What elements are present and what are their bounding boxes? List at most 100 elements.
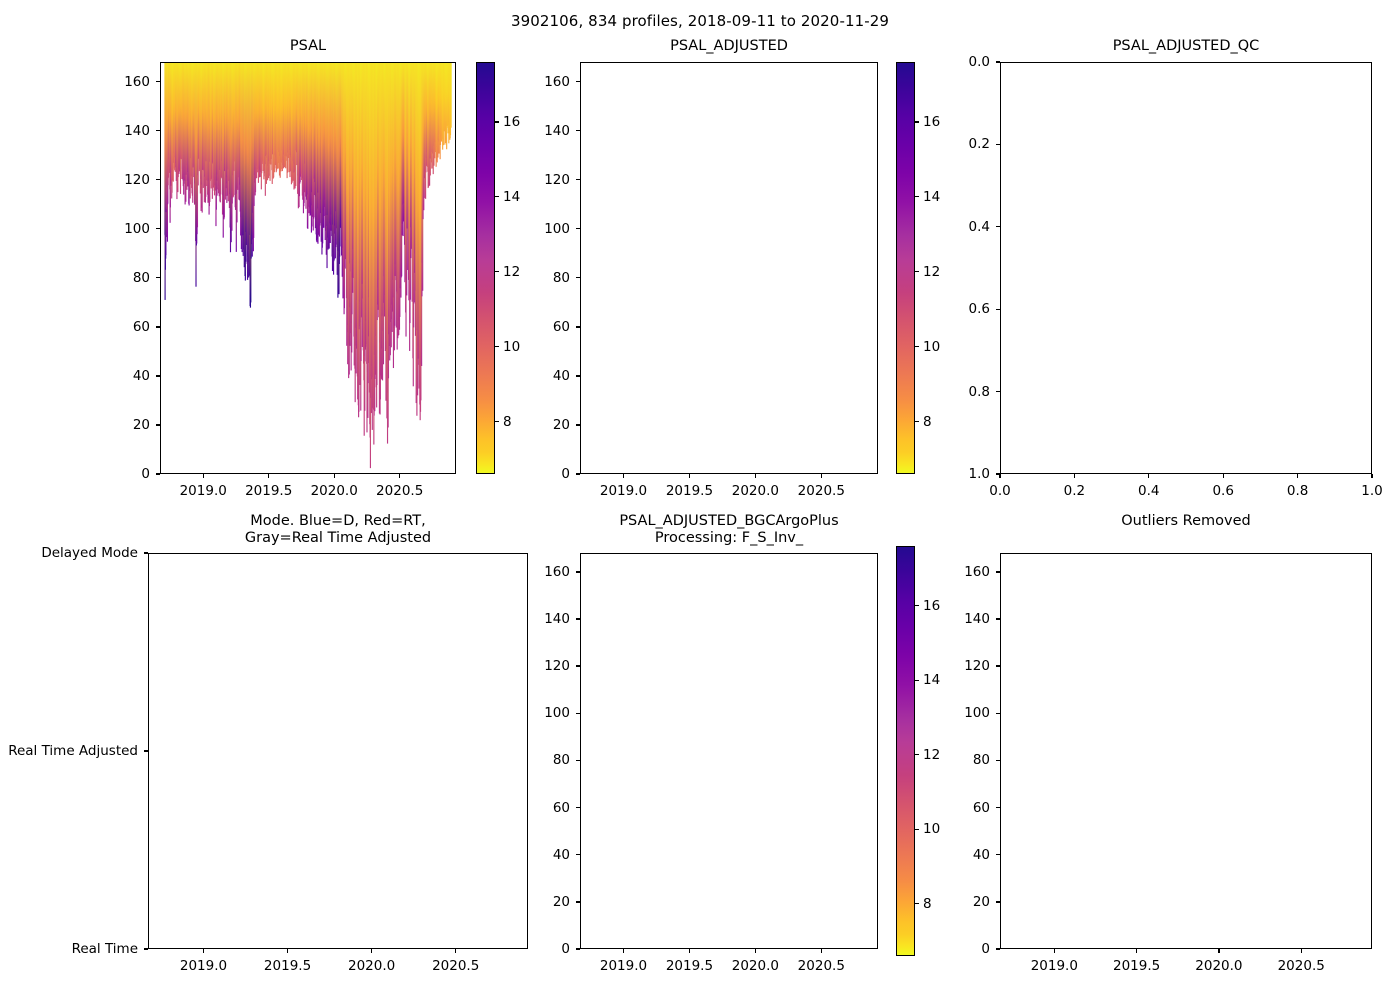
axis-ytick-label: 160 xyxy=(544,73,570,90)
axis-xtick-label: 2020.0 xyxy=(348,958,396,974)
axis-xtick-label: 2019.0 xyxy=(599,483,648,499)
axis-xtick-label: 2019.0 xyxy=(179,483,227,499)
colorbar-tick xyxy=(915,420,919,423)
axis-ytick xyxy=(576,277,580,279)
axis-ytick xyxy=(156,228,160,230)
panel-psal-adjusted xyxy=(580,62,878,474)
axis-ytick-label: 160 xyxy=(124,73,150,90)
axis-xtick-label: 2019.5 xyxy=(263,958,312,974)
axis-ytick-label: 0 xyxy=(981,941,990,957)
axis-ytick xyxy=(996,226,1000,228)
colorbar-tick xyxy=(915,679,919,681)
axis-ytick xyxy=(996,390,1000,393)
panel-title-psal: PSAL xyxy=(289,38,327,54)
profile-trace xyxy=(450,63,452,128)
axis-xtick xyxy=(202,474,204,478)
axis-ytick-label: 60 xyxy=(972,799,990,816)
axis-ytick-label: 0 xyxy=(561,466,570,482)
axis-ytick-label: 0 xyxy=(141,466,150,482)
axis-ytick-label: 0.6 xyxy=(968,301,990,318)
axis-ytick-label: 40 xyxy=(552,367,570,384)
panel-psal xyxy=(160,62,456,474)
axis-ytick xyxy=(156,473,160,475)
axis-ytick xyxy=(576,424,580,426)
colorbar-tick xyxy=(915,605,919,607)
axis-ytick-label: 100 xyxy=(124,220,150,237)
axis-ytick xyxy=(576,228,580,230)
colorbar-tick-label: 14 xyxy=(923,672,941,689)
axis-xtick-label: 2020.0 xyxy=(731,958,779,974)
axis-ytick-label: 120 xyxy=(964,658,990,675)
axis-xtick-label: 0.2 xyxy=(1063,483,1086,499)
axis-ytick-label: 20 xyxy=(132,416,150,433)
colorbar-tick-label: 16 xyxy=(503,113,521,130)
axis-ytick-label: 140 xyxy=(544,122,570,139)
axis-xtick-label: 2019.0 xyxy=(179,958,228,974)
axis-ytick xyxy=(576,130,580,132)
axis-xtick-label: 2019.0 xyxy=(599,958,648,974)
axis-ytick-label: 0.4 xyxy=(968,218,990,235)
axis-ytick-label: 20 xyxy=(972,893,990,910)
colorbar-tick xyxy=(915,271,919,273)
axis-xtick xyxy=(622,949,625,953)
axis-ytick-label: 80 xyxy=(552,752,570,769)
colorbar-tick xyxy=(495,420,499,423)
axis-ytick xyxy=(144,750,148,752)
axis-ytick xyxy=(996,665,1000,667)
axis-ytick xyxy=(996,571,1000,573)
axis-xtick xyxy=(820,474,822,478)
axis-xtick-label: 2020.5 xyxy=(376,483,424,499)
colorbar-tick xyxy=(915,754,919,756)
axis-xtick xyxy=(1073,474,1076,478)
axis-ytick-label: 0 xyxy=(561,941,570,957)
axis-ytick xyxy=(576,901,580,903)
axis-xtick-label: 0.8 xyxy=(1286,483,1309,499)
axis-xtick xyxy=(399,474,401,478)
axis-ytick xyxy=(144,948,148,950)
colorbar-tick-label: 16 xyxy=(923,113,941,130)
axis-ytick-label: 20 xyxy=(552,893,570,910)
axis-xtick xyxy=(622,474,625,478)
colorbar-tick-label: 8 xyxy=(923,413,932,430)
axis-xtick xyxy=(1296,474,1299,478)
axis-ytick-label: Real Time xyxy=(71,941,138,957)
axis-ytick xyxy=(996,854,1000,856)
axis-xtick xyxy=(754,474,757,478)
colorbar-tick xyxy=(495,271,499,273)
axis-xtick xyxy=(1300,949,1302,953)
axis-ytick-label: 60 xyxy=(552,318,570,335)
axis-xtick-label: 2019.5 xyxy=(665,483,714,499)
colorbar-tick-label: 12 xyxy=(503,263,521,280)
panel-title-mode: Mode. Blue=D, Red=RT, Gray=Real Time Adj… xyxy=(244,513,432,546)
axis-ytick-label: 40 xyxy=(972,846,990,863)
colorbar-tick xyxy=(915,828,919,830)
axis-xtick-label: 0.6 xyxy=(1212,483,1234,499)
axis-ytick-label: 40 xyxy=(132,367,150,384)
figure-suptitle: 3902106, 834 profiles, 2018-09-11 to 202… xyxy=(510,12,890,30)
axis-ytick xyxy=(996,759,1000,762)
axis-ytick xyxy=(576,618,580,620)
axis-ytick-label: 120 xyxy=(544,171,570,188)
panel-outliers-removed xyxy=(1000,553,1372,949)
axis-xtick-label: 2020.5 xyxy=(432,958,480,974)
axis-xtick xyxy=(1218,949,1220,953)
colorbar-tick-label: 12 xyxy=(923,746,941,763)
axis-ytick-label: 160 xyxy=(544,563,570,580)
axis-ytick xyxy=(156,80,160,83)
axis-ytick-label: 60 xyxy=(132,318,150,335)
axis-ytick xyxy=(576,179,580,181)
axis-xtick-label: 2020.5 xyxy=(797,958,845,974)
axis-ytick-label: 1.0 xyxy=(968,466,990,482)
axis-ytick xyxy=(156,326,160,328)
axis-xtick-label: 2020.5 xyxy=(1277,958,1325,974)
axis-xtick-label: 2019.0 xyxy=(1030,958,1078,974)
axis-ytick-label: 80 xyxy=(552,269,570,286)
axis-ytick xyxy=(576,665,580,667)
colorbar-tick-label: 10 xyxy=(503,338,521,355)
axis-ytick-label: 140 xyxy=(544,611,570,627)
axis-ytick xyxy=(576,854,580,856)
colorbar-tick-label: 14 xyxy=(503,188,521,205)
axis-xtick xyxy=(754,949,757,953)
colorbar-tick-label: 8 xyxy=(503,413,512,430)
axis-ytick-label: 20 xyxy=(552,416,570,433)
